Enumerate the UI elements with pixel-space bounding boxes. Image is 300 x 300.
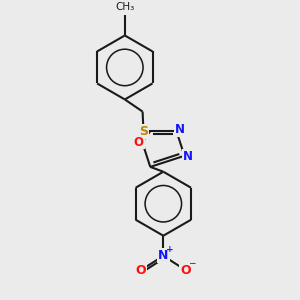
Text: N: N (158, 249, 169, 262)
Text: S: S (139, 125, 148, 138)
Text: +: + (166, 245, 174, 254)
Text: CH₃: CH₃ (115, 2, 134, 12)
Text: O: O (134, 136, 144, 148)
Text: N: N (183, 150, 193, 163)
Text: O: O (136, 264, 146, 277)
Text: −: − (188, 259, 196, 268)
Text: N: N (175, 123, 185, 136)
Text: O: O (180, 264, 191, 277)
